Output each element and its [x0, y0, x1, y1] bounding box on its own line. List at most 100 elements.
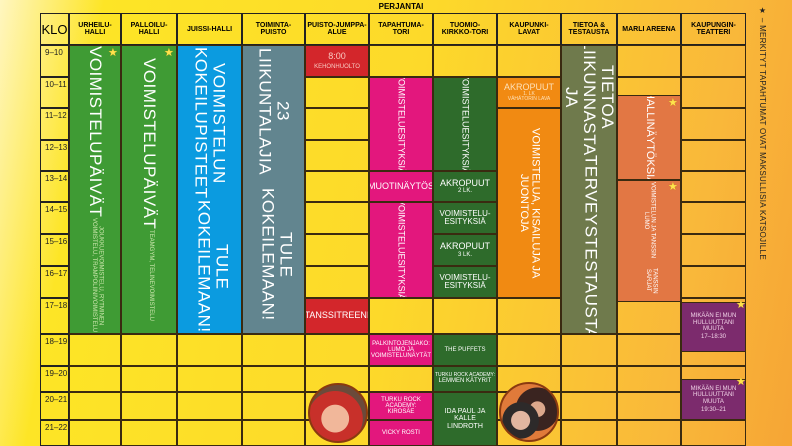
event-sub: 2 LK.	[457, 188, 472, 195]
event-title: AKROPUUT	[503, 81, 554, 92]
event-title: 23 LIIKUNTALAJIA	[255, 47, 293, 175]
schedule-cell	[681, 140, 746, 171]
legend-note: ★ – MERKITYT TAPAHTUMAT OVAT MAKSULLISIA…	[758, 6, 767, 260]
schedule-cell	[69, 366, 121, 392]
event-title: VOIMISTELUN JA TANSSIN LUMO	[643, 182, 656, 259]
hour-label: 15–16	[40, 234, 69, 266]
schedule-cell	[617, 298, 681, 334]
event-tori-esitykset-2[interactable]: VOIMISTELUESITYKSIÄ	[369, 202, 433, 298]
hour-label: 10–11	[40, 77, 69, 108]
event-hallinaytoksia[interactable]: HALLINÄYTÖKSIÄ	[617, 95, 681, 180]
hour-label: 16–17	[40, 266, 69, 298]
hour-label: 12–13	[40, 140, 69, 171]
schedule-cell	[369, 298, 433, 334]
event-sub: TULE KOKEILEMAAN!	[258, 188, 296, 321]
venue-header: TUOMIO-KIRKKO-TORI	[433, 13, 497, 45]
hour-label: 13–14	[40, 171, 69, 202]
event-akropuut-2lk[interactable]: AKROPUUT 2 LK.	[433, 171, 497, 202]
event-sub: LEMMEN KÄTYRIT	[438, 378, 492, 385]
event-time: 8:00	[328, 50, 346, 61]
event-akropuut-1lk[interactable]: AKROPUUT 1. LK VÄHÄTORIN LAVA	[497, 77, 561, 108]
hour-label: 11–12	[40, 108, 69, 140]
schedule-cell	[617, 334, 681, 366]
schedule-cell	[681, 171, 746, 202]
schedule-cell	[242, 366, 305, 392]
venue-header: PALLOILU-HALLI	[121, 13, 177, 45]
event-palkintojenjako[interactable]: PALKINTOJENJAKO: LUMO JA VOIMISTELUNÄYTÄ…	[369, 334, 433, 366]
hour-label: 18–19	[40, 334, 69, 366]
schedule-cell	[121, 420, 177, 446]
event-the-puffets[interactable]: THE PUFFETS	[433, 334, 497, 366]
venue-header: PUISTO-JUMPPA-ALUE	[305, 13, 369, 45]
event-kirosae[interactable]: TURKU ROCK ACADEMY: KIROSÄE	[369, 392, 433, 420]
event-teatteri-1[interactable]: MIKÄÄN EI MUN HULLUUTTANI MUUTA 17–18:30	[681, 302, 746, 352]
schedule-cell	[497, 334, 561, 366]
event-teatteri-2[interactable]: MIKÄÄN EI MUN HULLUUTTANI MUUTA 19:30–21	[681, 379, 746, 420]
schedule-cell	[242, 392, 305, 420]
event-title: MIKÄÄN EI MUN HULLUUTTANI MUUTA	[690, 313, 737, 332]
event-lemmen-katyrit[interactable]: TURKU ROCK ACADEMY: LEMMEN KÄTYRIT	[433, 366, 497, 392]
event-tuomio-esitykset-3[interactable]: VOIMISTELU-ESITYKSIÄ	[433, 266, 497, 298]
event-tanssitreeni[interactable]: TANSSITREENI	[305, 298, 369, 334]
star-icon: ★	[108, 47, 118, 59]
event-kisailuja[interactable]: VOIMISTELUA, KISAILUJA JA JUONTOJA	[497, 108, 561, 298]
schedule-cell	[369, 366, 433, 392]
schedule-cell	[681, 108, 746, 140]
schedule-cell	[681, 420, 746, 446]
event-akropuut-3lk[interactable]: AKROPUUT 3 LK.	[433, 234, 497, 266]
hour-label: 19–20	[40, 366, 69, 392]
star-icon: ★	[668, 181, 678, 193]
schedule-cell	[177, 366, 242, 392]
venue-header: JUISSI-HALLI	[177, 13, 242, 45]
event-title: AKROPUUT	[439, 241, 490, 252]
event-toimintapuisto[interactable]: 23 LIIKUNTALAJIA TULE KOKEILEMAAN!	[242, 45, 305, 334]
event-muotinaytos[interactable]: MUOTINÄYTÖS	[369, 171, 433, 202]
event-tuomio-esitykset-1[interactable]: VOIMISTELUESITYKSIÄ	[433, 77, 497, 171]
schedule-cell	[681, 77, 746, 108]
event-tuomio-esitykset-2[interactable]: VOIMISTELU-ESITYKSIÄ	[433, 202, 497, 234]
event-tanssin-lumo[interactable]: VOIMISTELUN JA TANSSIN LUMO TANSSIN SARJ…	[617, 180, 681, 302]
schedule-cell	[69, 420, 121, 446]
schedule-cell	[305, 140, 369, 171]
star-icon: ★	[736, 299, 746, 311]
event-sub: TULE KOKEILEMAAN!	[194, 200, 232, 334]
event-title: KEHONHUOLTO	[314, 64, 360, 71]
schedule-cell	[681, 266, 746, 298]
venue-header: TIETOA & TESTAUSTA	[561, 13, 617, 45]
schedule-cell	[305, 108, 369, 140]
schedule-cell	[242, 334, 305, 366]
event-sub: JOUKKUEVOIMISTELU, RYTMINEN VOIMISTELU, …	[91, 218, 104, 333]
event-tietoa-testausta[interactable]: TIETOA LIIKUNNASTA JA TERVEYSTESTAUSTA	[561, 45, 617, 334]
schedule-cell	[121, 334, 177, 366]
schedule-cell	[681, 202, 746, 234]
event-sub: TANSSIN SARJAT	[645, 267, 658, 294]
schedule-cell	[561, 334, 617, 366]
event-vicky-rosti[interactable]: VICKY ROSTI	[369, 420, 433, 446]
venue-header: URHEILU-HALLI	[69, 13, 121, 45]
event-kehonhuolto[interactable]: 8:00 KEHONHUOLTO	[305, 45, 369, 77]
hour-label: 9–10	[40, 45, 69, 77]
schedule-cell	[305, 234, 369, 266]
venue-header: KAUPUNKI-LAVAT	[497, 13, 561, 45]
schedule-cell	[497, 298, 561, 334]
event-title: TURKU ROCK ACADEMY:	[434, 372, 495, 379]
venue-header: KAUPUNGIN-TEATTERI	[681, 13, 746, 45]
event-palloiluhalli[interactable]: VOIMISTELUPÄIVÄT TEAMGYM, TELINEVOIMISTE…	[121, 45, 177, 334]
event-sub: TERVEYSTESTAUSTA	[581, 154, 601, 334]
hour-label: 20–21	[40, 392, 69, 420]
schedule-cell	[561, 420, 617, 446]
ida-paul-kalle-lindroth-photo	[499, 382, 559, 442]
schedule-cell	[69, 334, 121, 366]
schedule-cell	[617, 392, 681, 420]
schedule-cell	[497, 45, 561, 77]
hour-label: 17–18	[40, 298, 69, 334]
event-juissihalli[interactable]: VOIMISTELUN KOKEILUPISTEET TULE KOKEILEM…	[177, 45, 242, 334]
event-title: AKROPUUT	[439, 177, 490, 188]
klo-header: KLO	[40, 13, 69, 45]
event-place: VÄHÄTORIN LAVA	[507, 96, 551, 103]
event-ida-paul[interactable]: IDA PAUL JA KALLE LINDROTH	[433, 392, 497, 446]
schedule-cell	[681, 45, 746, 77]
event-urheiluhalli[interactable]: VOIMISTELUPÄIVÄT JOUKKUEVOIMISTELU, RYTM…	[69, 45, 121, 334]
vicky-rosti-photo	[308, 383, 368, 443]
event-tori-esitykset-1[interactable]: VOIMISTELUESITYKSIÄ	[369, 77, 433, 171]
